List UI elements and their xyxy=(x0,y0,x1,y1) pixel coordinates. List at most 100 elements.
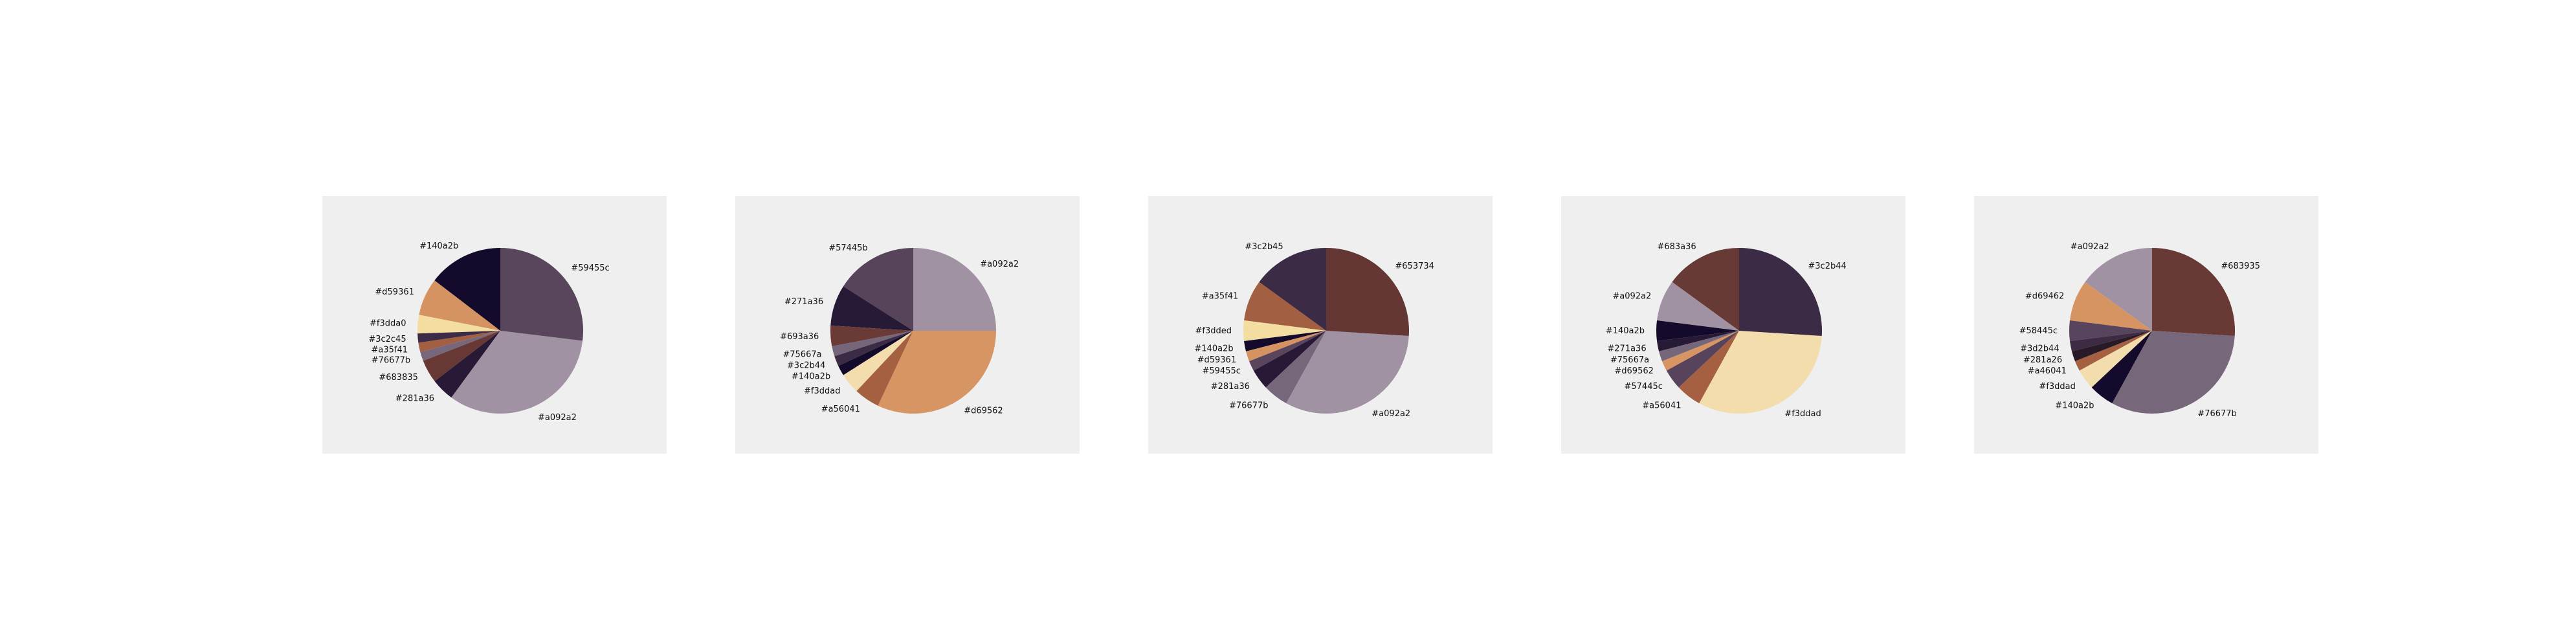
slice-label: #f3ddad xyxy=(2039,382,2075,392)
slice-label: #59455c xyxy=(1202,366,1240,376)
slice-label: #3c2b44 xyxy=(1808,261,1846,271)
pie-slice xyxy=(1244,331,1326,351)
pie-slice xyxy=(843,248,913,331)
pie-slice xyxy=(2085,248,2152,331)
pie-slice xyxy=(2079,331,2152,388)
slice-label: #76677b xyxy=(1229,401,1269,410)
slice-label: #683935 xyxy=(2221,261,2260,271)
slice-label: #a092a2 xyxy=(2071,242,2109,252)
pie-slice xyxy=(434,248,500,331)
pie-slice xyxy=(1699,331,1822,414)
pie-slice xyxy=(451,331,583,414)
pie-slice xyxy=(1659,331,1739,362)
slice-label: #693a36 xyxy=(780,332,819,342)
pie-slice xyxy=(832,331,913,357)
pie-slice xyxy=(830,286,913,331)
slice-label: #f3ddad xyxy=(804,386,840,396)
chart-panel-2: #57445b #271a36 #693a36 #75667a #3c2b44 #140a… xyxy=(735,196,1080,454)
pie-slice xyxy=(2112,331,2235,414)
pie-slice xyxy=(1739,248,1823,337)
pie-slice xyxy=(856,331,913,406)
pie-slice xyxy=(838,331,913,375)
pie-slice xyxy=(1326,248,1410,337)
slice-label: #3d2b44 xyxy=(2020,344,2059,353)
slice-label: #59455c xyxy=(571,263,609,273)
pie-slice xyxy=(913,248,996,331)
slice-label: #683835 xyxy=(379,373,418,383)
pie-slice xyxy=(2091,331,2152,404)
slice-label: #140a2b xyxy=(1606,326,1645,336)
pie-slice xyxy=(1246,331,1326,362)
slice-label: #281a36 xyxy=(395,394,434,403)
slice-label: #a46041 xyxy=(2028,366,2067,376)
slice-label: #57445c xyxy=(1624,382,1662,392)
pie-slice xyxy=(2070,331,2152,351)
slice-label: #140a2b xyxy=(1194,344,1233,353)
slice-label: #f3dded xyxy=(1195,326,1232,336)
pie-slice xyxy=(2072,331,2152,362)
slice-label: #75667a xyxy=(783,350,821,359)
pie-chart-3: #3c2b45 #a35f41 #f3dded #140a2b #d59361#5945… xyxy=(1194,242,1434,419)
slice-label: #d69562 xyxy=(964,406,1003,416)
pie-slice xyxy=(1672,248,1739,331)
slice-label: #d59361 xyxy=(375,287,414,297)
pie-slice xyxy=(2152,248,2236,337)
slice-label: #271a36 xyxy=(1607,344,1646,353)
pie-slice xyxy=(1253,331,1326,388)
pie-slice xyxy=(1657,282,1739,331)
slice-label: #a092a2 xyxy=(538,413,577,423)
pie-chart-4: #683a36 #a092a2 #140a2b #271a36 #75667a#d695… xyxy=(1606,242,1847,419)
slice-label: #653734 xyxy=(1395,261,1434,271)
slice-label: #a35f41 xyxy=(371,345,408,355)
pie-slice xyxy=(1259,248,1326,331)
pie-slice xyxy=(419,280,500,331)
slice-label: #271a36 xyxy=(784,297,823,307)
slice-label: #d69462 xyxy=(2025,291,2065,301)
slice-label: #3c2b44 xyxy=(787,361,825,371)
pie-slice xyxy=(1656,320,1739,342)
slice-label: #140a2b xyxy=(419,241,458,251)
pie-slice xyxy=(417,315,500,334)
pie-slice xyxy=(843,331,913,392)
slice-label: #58445c xyxy=(2019,326,2058,336)
slice-label: #a56041 xyxy=(1642,401,1681,410)
pie-slice xyxy=(834,331,913,366)
pie-slice xyxy=(2074,331,2152,371)
pie-chart-2: #57445b #271a36 #693a36 #75667a #3c2b44#140a… xyxy=(780,243,1019,416)
chart-panel-5: #a092a2 #d69462 #58445c #3d2b44 #281a26 #a460… xyxy=(1974,196,2318,454)
slice-label: #a092a2 xyxy=(1371,409,1410,419)
pie-slice xyxy=(1243,320,1326,342)
slice-label: #76677b xyxy=(372,355,411,365)
pie-slice xyxy=(1244,282,1326,331)
pie-slice xyxy=(423,331,500,382)
slice-label: #d69562 xyxy=(1614,366,1654,376)
pie-slice xyxy=(1265,331,1326,404)
slice-label: #d59361 xyxy=(1197,355,1237,365)
pie-slice xyxy=(1678,331,1739,404)
slice-label: #57445b xyxy=(828,243,868,253)
pie-slice xyxy=(500,248,583,341)
slice-label: #76677b xyxy=(2197,409,2237,419)
slice-label: #140a2b xyxy=(2055,401,2094,410)
slice-label: #3c2b45 xyxy=(1245,242,1283,252)
pie-slice xyxy=(434,331,500,398)
pie-slice xyxy=(1657,331,1739,351)
slice-label: #f3dda0 xyxy=(370,318,406,328)
slice-label: #f3ddad xyxy=(1784,409,1821,419)
slice-label: #a56041 xyxy=(821,405,860,414)
pie-slice xyxy=(2069,320,2152,342)
slice-label: #a092a2 xyxy=(980,260,1019,269)
slice-label: #281a36 xyxy=(1211,382,1250,392)
chart-panel-1: #140a2b #d59361 #f3dda0 #3c2c45 #a35f41 #7667… xyxy=(322,196,667,454)
pie-slice xyxy=(1661,331,1739,371)
pie-slice xyxy=(1286,331,1409,414)
pie-chart-5: #a092a2 #d69462 #58445c #3d2b44 #281a26#a460… xyxy=(2019,242,2260,419)
pie-slice xyxy=(418,331,500,352)
slice-label: #a35f41 xyxy=(1202,291,1239,301)
pie-slice xyxy=(2070,282,2152,331)
slice-label: #140a2b xyxy=(792,372,830,381)
pie-slice xyxy=(878,331,996,414)
slice-label: #3c2c45 xyxy=(368,335,406,344)
pie-slice xyxy=(1249,331,1326,371)
